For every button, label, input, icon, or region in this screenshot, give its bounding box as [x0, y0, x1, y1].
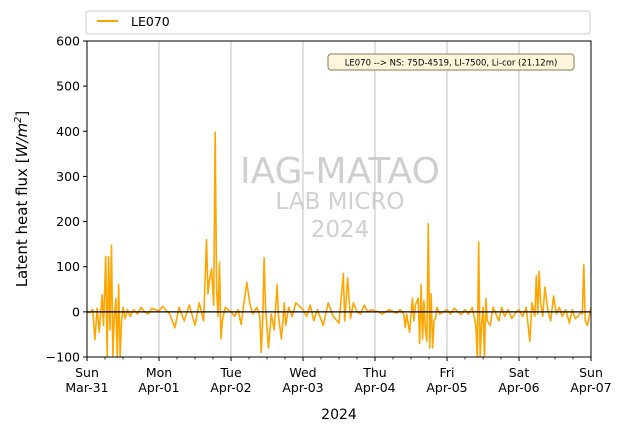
x-tick-date-3: Apr-03 — [282, 380, 323, 395]
y-tick-label-1: 0 — [72, 304, 80, 319]
x-tick-weekday-3: Wed — [289, 365, 316, 380]
x-axis-label: 2024 — [321, 407, 357, 423]
x-tick-date-5: Apr-05 — [426, 380, 467, 395]
grid-lines — [158, 41, 520, 357]
x-tick-date-7: Apr-07 — [570, 380, 611, 395]
x-tick-date-2: Apr-02 — [210, 380, 251, 395]
y-tick-label-2: 100 — [56, 259, 80, 274]
x-axis: SunMar-31MonApr-01TueApr-02WedApr-03ThuA… — [65, 357, 612, 395]
x-tick-weekday-6: Sat — [509, 365, 530, 380]
y-tick-label-4: 300 — [56, 169, 80, 184]
series-line-le070 — [87, 131, 591, 357]
watermark-line-3: 2024 — [311, 217, 370, 243]
y-axis-label: Latent heat flux [W/m2] — [13, 111, 31, 288]
annotation-box — [327, 53, 575, 71]
x-tick-weekday-5: Fri — [440, 365, 455, 380]
annotation-text: LE070 --> NS: 75D-4519, LI-7500, Li-cor … — [345, 59, 558, 69]
x-tick-date-4: Apr-04 — [354, 380, 395, 395]
y-tick-label-0: −100 — [46, 350, 80, 365]
x-tick-weekday-1: Mon — [146, 365, 172, 380]
y-axis: −100 0 100 200 300 400 500 600 — [46, 34, 87, 365]
y-tick-label-6: 500 — [56, 79, 80, 94]
series-layer — [87, 131, 591, 357]
y-tick-label-7: 600 — [56, 34, 80, 49]
legend: LE070 — [85, 10, 591, 35]
x-tick-weekday-2: Tue — [219, 365, 242, 380]
x-tick-weekday-7: Sun — [579, 365, 603, 380]
x-tick-date-1: Apr-01 — [138, 380, 179, 395]
annotation: LE070 --> NS: 75D-4519, LI-7500, Li-cor … — [327, 53, 575, 71]
watermark: IAG-MATAO LAB MICRO 2024 — [240, 151, 440, 243]
watermark-line-1: IAG-MATAO — [240, 151, 440, 192]
x-tick-date-0: Mar-31 — [65, 380, 108, 395]
y-tick-label-3: 200 — [56, 214, 80, 229]
x-tick-weekday-0: Sun — [75, 365, 99, 380]
legend-box — [85, 10, 591, 35]
x-tick-date-6: Apr-06 — [498, 380, 539, 395]
watermark-line-2: LAB MICRO — [276, 189, 405, 215]
y-tick-label-5: 400 — [56, 124, 80, 139]
legend-label-le070: LE070 — [131, 14, 170, 29]
x-tick-weekday-4: Thu — [362, 365, 386, 380]
